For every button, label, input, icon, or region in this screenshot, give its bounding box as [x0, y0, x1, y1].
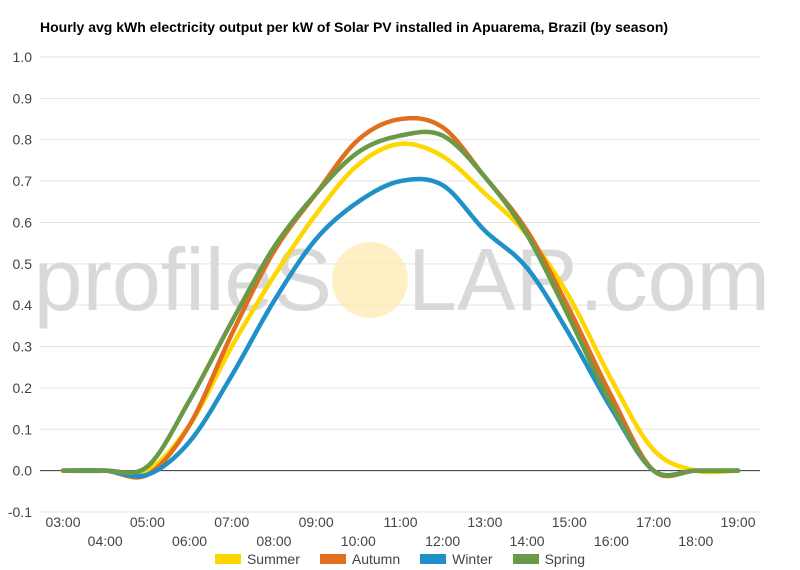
- series-line-autumn: [60, 115, 741, 480]
- y-tick-label: 0.3: [13, 339, 33, 355]
- watermark-text-right: LAR.com: [408, 230, 770, 329]
- legend-swatch: [319, 554, 346, 564]
- x-tick-label: 11:00: [384, 514, 418, 530]
- watermark: profileS LAR.com: [34, 230, 770, 329]
- y-tick-label: 1.0: [13, 49, 33, 65]
- x-tick-label: 08:00: [256, 533, 291, 549]
- legend-swatch: [512, 554, 539, 564]
- x-tick-label: 19:00: [720, 514, 755, 530]
- legend-swatch: [420, 554, 447, 564]
- x-tick-label: 14:00: [510, 533, 545, 549]
- chart-title: Hourly avg kWh electricity output per kW…: [40, 19, 669, 35]
- y-tick-label: 0.5: [13, 256, 33, 272]
- legend-item-summer[interactable]: Summer: [214, 549, 300, 569]
- legend-label: Spring: [544, 551, 586, 567]
- x-tick-label: 05:00: [130, 514, 165, 530]
- x-tick-label: 06:00: [172, 533, 207, 549]
- legend-item-autumn[interactable]: Autumn: [319, 549, 401, 569]
- y-tick-label: 0.4: [13, 297, 33, 313]
- legend-swatch: [214, 554, 241, 564]
- x-tick-label: 07:00: [214, 514, 249, 530]
- series-line-spring: [60, 129, 741, 478]
- y-axis-ticks: 1.0 0.9 0.8 0.7 0.6 0.5 0.4 0.3 0.2 0.1 0.0 -0.1: [8, 49, 32, 520]
- x-tick-label: 03:00: [45, 514, 80, 530]
- x-tick-label: 17:00: [636, 514, 671, 530]
- y-tick-label: -0.1: [8, 504, 32, 520]
- x-tick-label: 18:00: [678, 533, 713, 549]
- x-tick-label: 10:00: [341, 533, 376, 549]
- y-tick-label: 0.7: [13, 173, 33, 189]
- series-lines: [60, 115, 741, 480]
- y-tick-label: 0.9: [13, 90, 33, 106]
- legend-label: Autumn: [351, 551, 401, 567]
- x-tick-label: 09:00: [299, 514, 334, 530]
- legend-label: Summer: [246, 551, 300, 567]
- legend-item-spring[interactable]: Spring: [512, 549, 586, 569]
- y-tick-label: 0.6: [13, 214, 33, 230]
- legend-item-winter[interactable]: Winter: [420, 549, 493, 569]
- x-tick-label: 15:00: [552, 514, 587, 530]
- x-tick-label: 12:00: [425, 533, 460, 549]
- x-tick-label: 13:00: [467, 514, 502, 530]
- x-tick-label: 04:00: [88, 533, 123, 549]
- legend: Summer Autumn Winter Spring: [0, 549, 800, 569]
- y-tick-label: 0.8: [13, 132, 33, 148]
- x-axis-ticks: 03:00 04:00 05:00 06:00 07:00 08:00 09:00 10:00…: [45, 514, 755, 549]
- y-tick-label: 0.1: [13, 421, 33, 437]
- y-tick-label: 0.0: [13, 463, 33, 479]
- watermark-text-left: profileS: [34, 230, 332, 329]
- x-tick-label: 16:00: [594, 533, 629, 549]
- legend-label: Winter: [452, 551, 493, 567]
- watermark-sun-icon: [332, 242, 408, 318]
- y-tick-label: 0.2: [13, 380, 33, 396]
